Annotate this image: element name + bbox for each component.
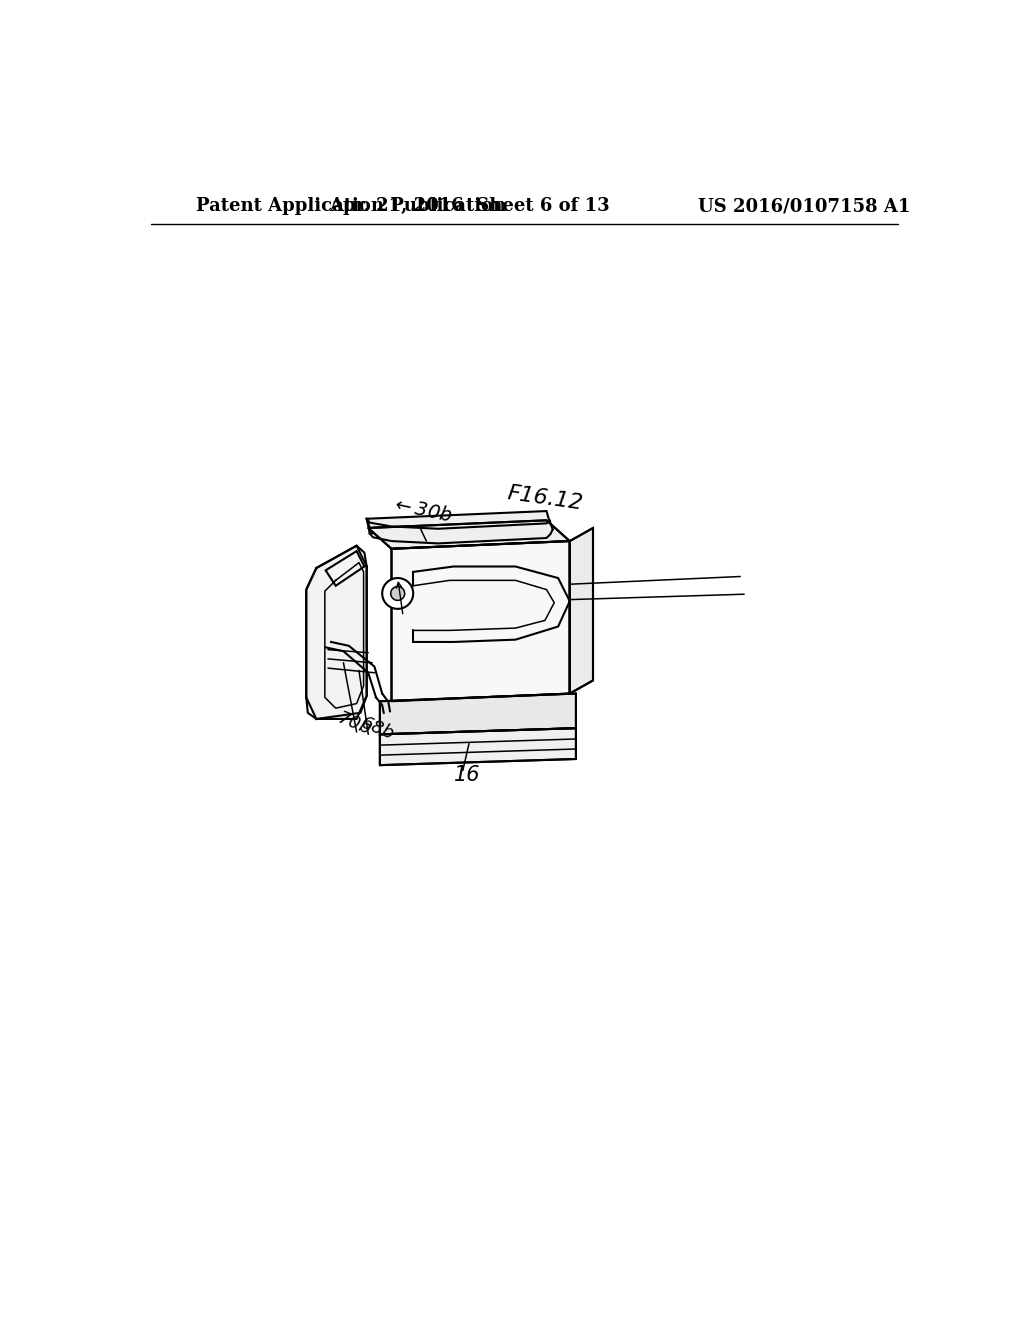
Text: 68b: 68b [358,714,396,743]
Text: 70b: 70b [335,709,374,738]
Polygon shape [380,729,575,766]
Polygon shape [380,693,575,734]
Polygon shape [306,545,367,719]
Text: Apr. 21, 2016  Sheet 6 of 13: Apr. 21, 2016 Sheet 6 of 13 [329,197,609,215]
Polygon shape [391,586,404,601]
Text: $\leftarrow$30b: $\leftarrow$30b [390,494,455,525]
Text: US 2016/0107158 A1: US 2016/0107158 A1 [698,197,910,215]
Text: 16: 16 [454,764,480,784]
Polygon shape [367,511,550,528]
Polygon shape [326,552,365,586]
Text: F16.12: F16.12 [506,483,585,513]
Text: Patent Application Publication: Patent Application Publication [197,197,507,215]
Polygon shape [382,578,414,609]
Polygon shape [569,528,593,693]
Polygon shape [369,520,569,549]
Polygon shape [370,521,550,533]
Polygon shape [391,541,569,701]
